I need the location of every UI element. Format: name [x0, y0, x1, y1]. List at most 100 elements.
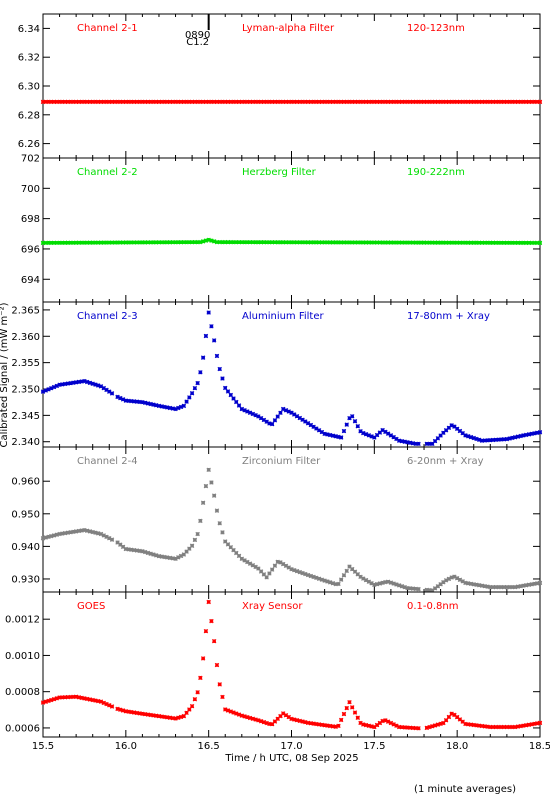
data-point — [457, 717, 463, 722]
data-point — [261, 417, 267, 423]
data-point — [430, 441, 435, 447]
data-point — [73, 240, 79, 245]
data-point — [394, 240, 399, 245]
data-point — [319, 99, 325, 105]
data-point — [352, 419, 358, 424]
data-point — [220, 530, 225, 535]
data-point — [159, 554, 164, 559]
data-point — [234, 711, 239, 716]
data-point — [435, 436, 441, 441]
data-point — [101, 385, 106, 391]
data-point — [294, 568, 300, 574]
data-point — [352, 99, 358, 105]
data-point — [510, 724, 515, 730]
data-point — [427, 99, 432, 105]
data-point — [156, 713, 162, 719]
data-point — [280, 99, 286, 105]
data-point — [247, 715, 253, 721]
data-point — [256, 414, 261, 419]
data-point — [369, 99, 374, 105]
data-point — [217, 99, 222, 105]
panel-frame — [42, 157, 541, 303]
data-point — [322, 240, 327, 245]
data-point — [145, 401, 151, 406]
data-point — [366, 99, 372, 105]
data-point — [275, 99, 280, 105]
data-point — [278, 560, 283, 565]
data-point — [336, 240, 341, 245]
data-point — [474, 99, 479, 105]
data-point — [479, 99, 485, 105]
data-point — [515, 99, 521, 105]
data-point — [363, 431, 369, 437]
data-point — [314, 575, 319, 581]
data-point — [377, 720, 383, 726]
data-point — [245, 239, 250, 245]
data-point — [344, 422, 349, 427]
data-point — [162, 714, 167, 720]
data-point — [435, 722, 441, 727]
data-point — [198, 370, 203, 375]
data-point — [391, 722, 396, 727]
x-axis-label: Time / h UTC, 08 Sep 2025 — [224, 753, 358, 764]
data-point — [162, 240, 167, 245]
panel-3: 2.340 2.345 2.350 2.355 2.360 2.365 Channel 2-… — [11, 301, 543, 448]
data-point — [95, 698, 101, 704]
data-point — [441, 240, 446, 245]
data-point — [327, 240, 333, 245]
panel-channel-label: Channel 2-3 — [77, 311, 138, 322]
data-point — [537, 99, 543, 105]
data-point — [203, 99, 209, 105]
data-point — [504, 436, 510, 442]
data-point — [485, 240, 490, 245]
data-point — [424, 441, 430, 447]
data-point — [178, 404, 184, 410]
data-point — [209, 480, 214, 485]
flare-id-label: 0890 — [185, 30, 210, 41]
y-tick-label: 0.960 — [11, 477, 40, 488]
data-point — [258, 719, 264, 724]
y-tick-label: 6.30 — [18, 82, 40, 93]
data-point — [195, 531, 200, 537]
data-point — [118, 542, 123, 547]
data-point — [256, 718, 261, 723]
data-point — [482, 583, 488, 589]
data-point — [427, 724, 432, 730]
data-point — [84, 696, 90, 702]
data-point — [314, 426, 319, 431]
data-point — [98, 384, 104, 389]
data-point — [267, 99, 272, 105]
data-point — [239, 99, 245, 105]
data-point — [220, 694, 225, 700]
data-point — [247, 410, 253, 415]
data-point — [250, 99, 256, 105]
data-point — [236, 99, 242, 105]
data-point — [43, 99, 48, 105]
data-point — [529, 431, 534, 437]
data-point — [192, 537, 198, 543]
data-point — [187, 239, 192, 245]
data-point — [372, 99, 377, 105]
data-point — [358, 574, 363, 580]
data-point — [410, 725, 416, 731]
data-point — [267, 240, 272, 245]
data-point — [286, 565, 291, 570]
data-point — [325, 432, 330, 437]
data-point — [488, 724, 493, 730]
data-point — [159, 240, 164, 245]
data-point — [419, 99, 424, 105]
data-point — [181, 99, 187, 105]
data-point — [441, 720, 446, 726]
data-point — [297, 99, 303, 105]
data-point — [385, 99, 391, 105]
data-point — [292, 99, 297, 105]
data-point — [311, 240, 316, 245]
data-point — [118, 707, 123, 712]
data-point — [471, 582, 476, 587]
data-point — [278, 713, 283, 719]
data-point — [396, 240, 402, 245]
data-point — [261, 572, 267, 577]
data-point — [292, 240, 297, 245]
data-point — [57, 531, 62, 537]
data-point — [355, 99, 360, 105]
